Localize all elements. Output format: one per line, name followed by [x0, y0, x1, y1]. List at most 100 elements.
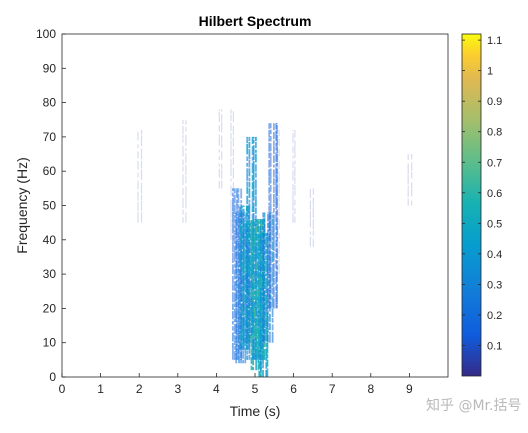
- spectrum-cell: [260, 232, 262, 237]
- spectrum-cell: [246, 324, 249, 328]
- spectrum-cell: [294, 160, 296, 165]
- spectrum-cell: [292, 161, 294, 169]
- spectrum-cell: [248, 334, 251, 344]
- spectrum-cell: [247, 275, 249, 284]
- spectrum-cell: [411, 182, 413, 189]
- spectrum-cell: [265, 294, 268, 306]
- spectrum-cell: [255, 195, 257, 200]
- spectrum-cell: [276, 265, 278, 270]
- spectrum-cell: [241, 240, 243, 250]
- spectrum-cell: [255, 164, 257, 172]
- spectrum-cell: [253, 270, 256, 281]
- spectrum-cell: [248, 203, 251, 211]
- spectrum-cell: [251, 175, 254, 181]
- spectrum-cell: [292, 146, 294, 153]
- spectrum-cell: [230, 122, 232, 132]
- spectrum-cell: [269, 215, 271, 220]
- spectrum-cell: [182, 159, 184, 166]
- spectrum-cell: [256, 247, 259, 251]
- spectrum-cell: [241, 219, 243, 225]
- spectrum-cell: [239, 280, 241, 290]
- spectrum-cell: [230, 159, 232, 163]
- spectrum-cell: [269, 152, 272, 157]
- x-tick-label: 2: [136, 382, 143, 396]
- spectrum-cell: [246, 187, 249, 194]
- spectrum-cell: [241, 342, 243, 346]
- spectrum-cell: [245, 255, 247, 265]
- spectrum-cell: [250, 307, 253, 317]
- spectrum-cell: [232, 284, 234, 291]
- spectrum-cell: [278, 241, 280, 249]
- spectrum-cell: [239, 289, 241, 298]
- spectrum-cell: [236, 189, 238, 198]
- spectrum-cell: [269, 301, 272, 309]
- y-tick-label: 20: [43, 301, 57, 315]
- spectrum-cell: [246, 355, 249, 360]
- spectrum-cell: [266, 359, 269, 367]
- spectrum-cell: [294, 151, 296, 158]
- spectrum-cell: [233, 245, 236, 251]
- spectrum-cell: [263, 261, 266, 266]
- spectrum-cell: [242, 317, 245, 328]
- spectrum-cell: [242, 322, 244, 334]
- spectrum-cell: [238, 282, 240, 290]
- spectrum-cell: [250, 297, 253, 306]
- watermark-text: 知乎 @Mr.括号: [426, 398, 522, 414]
- spectrum-cell: [267, 310, 269, 315]
- spectrum-cell: [309, 200, 311, 210]
- spectrum-cell: [255, 136, 257, 142]
- spectrum-cell: [185, 135, 187, 146]
- spectrum-cell: [221, 163, 223, 170]
- spectrum-cell: [238, 323, 240, 335]
- spectrum-cell: [252, 161, 255, 171]
- spectrum-cell: [269, 274, 271, 278]
- spectrum-cell: [230, 167, 232, 177]
- spectrum-cell: [246, 156, 249, 161]
- spectrum-cell: [276, 260, 278, 264]
- spectrum-cell: [275, 123, 277, 130]
- spectrum-cell: [238, 296, 240, 309]
- spectrum-cell: [242, 275, 245, 284]
- spectrum-region: [309, 188, 314, 247]
- spectrum-cell: [276, 242, 278, 247]
- spectrum-cell: [239, 306, 241, 310]
- spectrum-cell: [256, 233, 259, 241]
- spectrum-cell: [251, 162, 254, 174]
- spectrum-cell: [277, 237, 279, 243]
- spectrum-cell: [137, 180, 139, 190]
- spectrum-cell: [276, 123, 278, 124]
- spectrum-cell: [255, 172, 257, 178]
- spectrum-cell: [252, 304, 255, 310]
- spectrum-cell: [294, 185, 296, 196]
- spectrum-cell: [137, 172, 139, 178]
- spectrum-cell: [232, 188, 234, 192]
- spectrum-cell: [253, 263, 256, 270]
- spectrum-cell: [276, 225, 278, 236]
- spectrum-cell: [233, 308, 236, 319]
- spectrum-cell: [248, 223, 251, 229]
- spectrum-cell: [242, 205, 245, 208]
- spectrum-cell: [232, 167, 234, 179]
- spectrum-cell: [242, 350, 244, 359]
- spectrum-cell: [230, 233, 232, 240]
- y-tick-label: 70: [43, 130, 57, 144]
- spectrum-cell: [137, 131, 139, 141]
- spectrum-cell: [269, 156, 272, 167]
- spectrum-cell: [218, 149, 220, 153]
- spectrum-cell: [255, 348, 258, 360]
- spectrum-cell: [253, 337, 256, 342]
- spectrum-cell: [265, 317, 268, 327]
- spectrum-cell: [238, 355, 240, 364]
- spectrum-cell: [407, 154, 409, 160]
- spectrum-cell: [232, 207, 234, 212]
- spectrum-cell: [260, 328, 262, 337]
- spectrum-cell: [271, 331, 274, 343]
- spectrum-cell: [256, 241, 259, 247]
- spectrum-cell: [267, 287, 269, 297]
- spectrum-cell: [268, 241, 271, 250]
- spectrum-cell: [260, 273, 262, 278]
- spectrum-cell: [244, 251, 247, 260]
- spectrum-cell: [238, 224, 240, 229]
- spectrum-cell: [269, 289, 271, 294]
- spectrum-cell: [238, 212, 240, 215]
